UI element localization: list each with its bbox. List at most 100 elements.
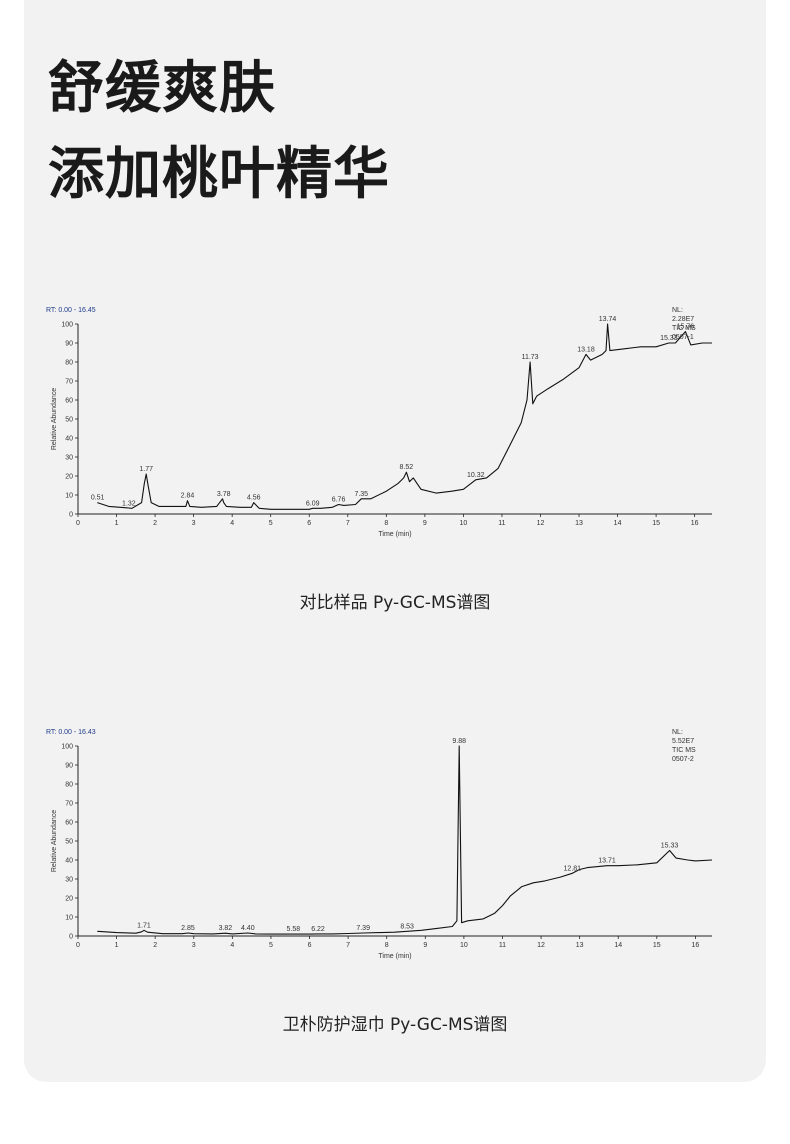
peak-label: 0.51 [91,495,105,502]
x-tick-label: 2 [153,520,157,527]
peak-label: 3.82 [219,925,233,932]
x-tick-label: 10 [460,520,468,527]
x-tick-label: 15 [652,520,660,527]
info-line: 0507-2 [672,756,694,763]
y-tick-label: 50 [65,839,73,846]
info-line: 2.28E7 [672,316,694,323]
peak-label: 2.84 [181,493,195,500]
peak-label: 9.88 [452,738,466,745]
x-tick-label: 2 [153,942,157,949]
y-tick-label: 70 [65,801,73,808]
peak-label: 15.76 [677,324,695,331]
y-tick-label: 50 [65,417,73,424]
chromatogram-trace [97,745,713,935]
y-tick-label: 0 [69,934,73,941]
x-tick-label: 6 [308,942,312,949]
y-tick-label: 60 [65,398,73,405]
x-tick-label: 9 [423,520,427,527]
x-tick-label: 5 [269,520,273,527]
y-tick-label: 80 [65,360,73,367]
content-card [24,0,766,1082]
x-tick-label: 12 [537,520,545,527]
peak-label: 4.56 [247,495,261,502]
chart-1-caption: 对比样品 Py-GC-MS谱图 [299,593,491,613]
x-tick-label: 14 [614,942,622,949]
y-tick-label: 30 [65,455,73,462]
info-line: 0507-1 [672,334,694,341]
peak-label: 10.32 [467,472,485,479]
x-tick-label: 12 [537,942,545,949]
x-tick-label: 14 [614,520,622,527]
rt-range-label: RT: 0.00 - 16.45 [46,307,96,314]
y-tick-label: 90 [65,763,73,770]
x-tick-label: 9 [423,942,427,949]
y-tick-label: 60 [65,820,73,827]
info-line: TIC MS [672,747,696,754]
info-line: TIC MS [672,325,696,332]
peak-label: 1.77 [139,466,153,473]
x-tick-label: 15 [653,942,661,949]
y-tick-label: 40 [65,436,73,443]
x-tick-label: 7 [346,942,350,949]
info-line: 5.52E7 [672,738,694,745]
x-tick-label: 3 [192,942,196,949]
x-tick-label: 13 [576,942,584,949]
y-tick-label: 100 [61,322,73,329]
x-tick-label: 1 [115,520,119,527]
x-tick-label: 6 [307,520,311,527]
info-line: NL: [672,307,683,314]
peak-label: 7.35 [354,491,368,498]
x-tick-label: 5 [269,942,273,949]
x-tick-label: 8 [384,520,388,527]
y-tick-label: 20 [65,896,73,903]
peak-label: 8.53 [400,923,414,930]
peak-label: 13.74 [599,316,617,323]
y-tick-label: 100 [61,744,73,751]
peak-label: 13.71 [598,858,616,865]
peak-label: 7.39 [356,925,370,932]
chromatogram-chart-1: RT: 0.00 - 16.45 0 10 20 30 40 50 60 70 80 90 100 0 1… [46,307,712,538]
peak-label: 6.22 [311,926,325,933]
peak-label: 2.85 [181,925,195,932]
x-tick-label: 11 [499,942,506,949]
peak-label: 5.58 [287,926,301,933]
peak-label: 15.33 [661,843,679,850]
peak-label: 1.71 [137,922,151,929]
y-tick-label: 40 [65,858,73,865]
peak-label: 6.76 [332,497,346,504]
y-axis-title: Relative Abundance [51,810,58,872]
x-tick-label: 13 [575,520,583,527]
rt-range-label: RT: 0.00 - 16.43 [46,729,96,736]
x-axis-title: Time (min) [378,953,411,960]
x-tick-label: 1 [115,942,119,949]
y-tick-label: 20 [65,474,73,481]
x-tick-label: 11 [498,520,505,527]
chromatogram-trace [97,323,712,510]
info-line: NL: [672,729,683,736]
x-tick-label: 16 [691,520,699,527]
chromatogram-chart-2: RT: 0.00 - 16.43 0 10 20 30 40 50 60 70 80 90 100 0 1… [46,729,713,960]
headline: 舒缓爽肤 添加桃叶精华 [48,46,390,218]
x-tick-label: 3 [192,520,196,527]
chart-2-caption: 卫朴防护湿巾 Py-GC-MS谱图 [282,1015,508,1035]
x-tick-label: 7 [346,520,350,527]
peak-label: 8.52 [400,464,414,471]
peak-label: 13.18 [577,346,595,353]
x-axis-title: Time (min) [378,531,411,538]
x-tick-label: 0 [76,942,80,949]
x-tick-label: 4 [230,942,234,949]
headline-line-2: 添加桃叶精华 [48,142,390,207]
y-tick-label: 30 [65,877,73,884]
y-tick-label: 80 [65,782,73,789]
headline-line-1: 舒缓爽肤 [48,56,276,121]
peak-label: 1.32 [122,500,136,507]
y-tick-label: 10 [65,915,73,922]
x-tick-label: 16 [692,942,700,949]
x-tick-label: 10 [460,942,468,949]
x-tick-label: 0 [76,520,80,527]
peak-label: 6.09 [306,500,320,507]
peak-label: 3.78 [217,491,231,498]
y-tick-label: 90 [65,341,73,348]
y-tick-label: 70 [65,379,73,386]
peak-label: 11.73 [522,354,539,361]
